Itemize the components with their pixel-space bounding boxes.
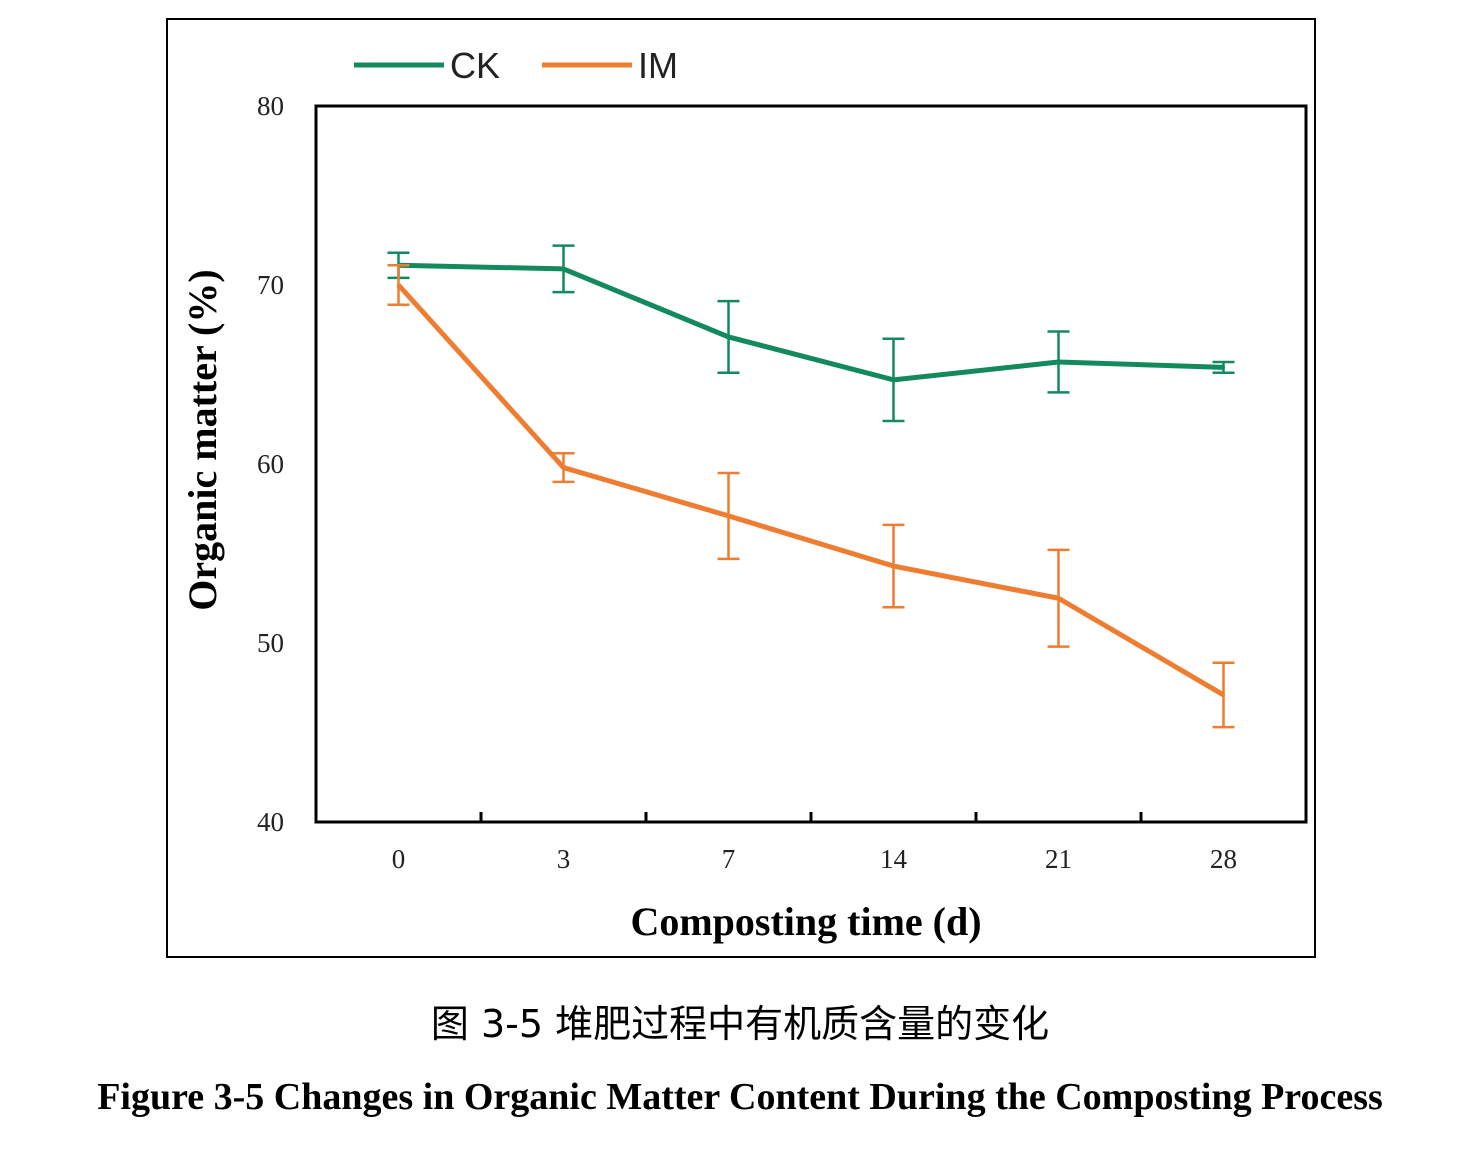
y-tick-label: 80 <box>257 91 284 121</box>
x-tick-label: 28 <box>1210 844 1237 874</box>
x-tick-label: 3 <box>557 844 571 874</box>
figure-caption-en: Figure 3-5 Changes in Organic Matter Con… <box>97 1076 1383 1118</box>
y-tick-label: 40 <box>257 807 284 837</box>
plot-area <box>314 104 1308 824</box>
data-point-im <box>562 466 565 470</box>
figure-caption-cn: 图 3-5 堆肥过程中有机质含量的变化 <box>430 1002 1050 1046</box>
data-point-ck <box>1222 365 1225 369</box>
data-point-im <box>1222 693 1225 697</box>
series-line-im <box>396 283 1225 698</box>
figure-frame <box>166 18 1316 958</box>
x-axis-title: Composting time (d) <box>630 899 981 944</box>
data-point-ck <box>562 267 565 271</box>
y-tick-label: 60 <box>257 449 284 479</box>
x-axis: 0 3 7 14 21 28 <box>392 812 1237 874</box>
x-tick-label: 21 <box>1045 844 1072 874</box>
y-tick-label: 70 <box>257 270 284 300</box>
data-point-im <box>727 514 730 518</box>
legend-label-im: IM <box>638 45 678 86</box>
series-ck <box>387 244 1235 423</box>
legend-label-ck: CK <box>450 45 500 86</box>
x-tick-label: 0 <box>392 844 406 874</box>
data-point-im <box>397 283 400 287</box>
y-axis-title: Organic matter (%) <box>180 269 225 610</box>
data-point-ck <box>1057 360 1060 364</box>
legend-item-ck: CK <box>354 45 500 86</box>
data-point-im <box>892 564 895 568</box>
data-point-im <box>1057 596 1060 600</box>
y-tick-label: 50 <box>257 628 284 658</box>
line-chart: CK IM 40 50 60 70 80 0 3 7 14 21 28 Composting tim… <box>180 45 1308 944</box>
x-tick-label: 7 <box>722 844 736 874</box>
legend: CK IM <box>354 45 678 86</box>
series-layer <box>387 244 1235 729</box>
series-line-ck <box>398 262 1224 383</box>
data-point-ck <box>727 335 730 339</box>
data-point-ck <box>892 378 895 382</box>
x-tick-label: 14 <box>880 844 908 874</box>
series-im <box>387 264 1235 729</box>
y-axis: 40 50 60 70 80 <box>257 91 284 837</box>
legend-item-im: IM <box>542 45 678 86</box>
